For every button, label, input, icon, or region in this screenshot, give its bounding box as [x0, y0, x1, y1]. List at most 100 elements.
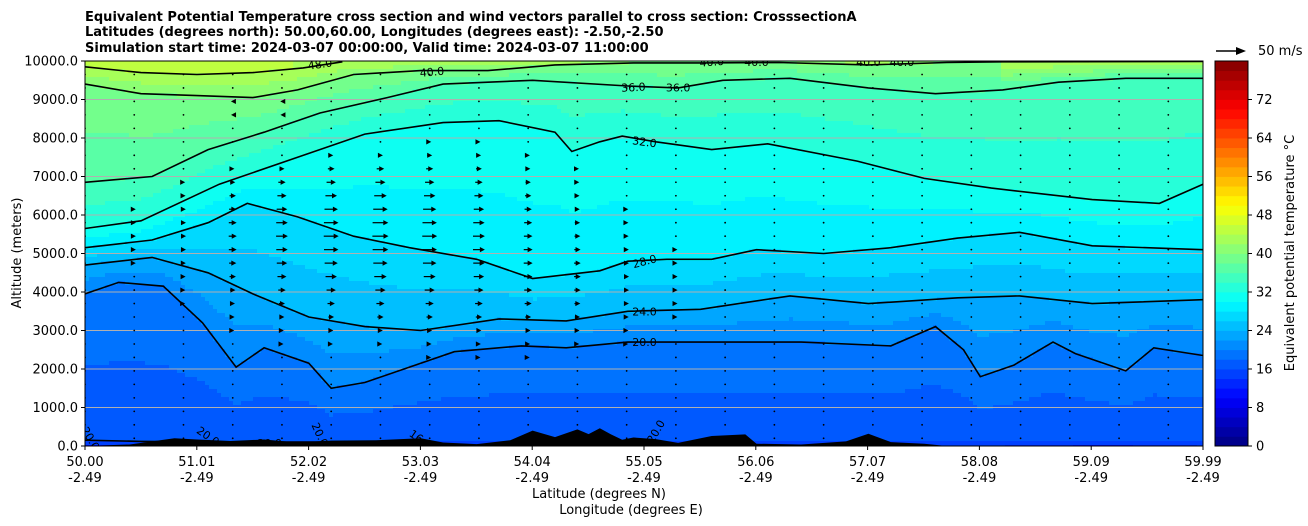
theta-fill-cell — [233, 285, 238, 290]
theta-fill-cell — [177, 125, 182, 130]
theta-fill-cell — [125, 261, 130, 266]
theta-fill-cell — [125, 165, 130, 170]
theta-fill-cell — [241, 157, 246, 162]
theta-fill-cell — [245, 169, 250, 174]
theta-fill-cell — [101, 189, 106, 194]
theta-fill-cell — [273, 65, 278, 70]
theta-fill-cell — [233, 109, 238, 114]
theta-fill-cell — [217, 165, 222, 170]
theta-fill-cell — [245, 177, 250, 182]
theta-fill-cell — [209, 201, 214, 206]
theta-fill-cell — [205, 169, 210, 174]
theta-fill-cell — [197, 409, 202, 414]
theta-fill-cell — [125, 377, 130, 382]
theta-fill-cell — [85, 297, 90, 302]
theta-fill-cell — [209, 389, 214, 394]
theta-fill-cell — [205, 417, 210, 422]
theta-fill-cell — [197, 173, 202, 178]
theta-fill-cell — [197, 105, 202, 110]
theta-fill-cell — [193, 65, 198, 70]
theta-fill-cell — [173, 417, 178, 422]
theta-fill-cell — [101, 425, 106, 430]
theta-fill-cell — [133, 229, 138, 234]
theta-fill-cell — [273, 369, 278, 374]
theta-fill-cell — [113, 73, 118, 78]
theta-fill-cell — [113, 321, 118, 326]
theta-fill-cell — [225, 129, 230, 134]
theta-fill-cell — [177, 361, 182, 366]
theta-fill-cell — [89, 377, 94, 382]
theta-fill-cell — [269, 81, 274, 86]
theta-fill-cell — [149, 289, 154, 294]
theta-fill-cell — [97, 77, 102, 82]
theta-fill-cell — [225, 217, 230, 222]
theta-fill-cell — [269, 173, 274, 178]
theta-fill-cell — [97, 181, 102, 186]
theta-fill-cell — [153, 401, 158, 406]
theta-fill-cell — [277, 245, 282, 250]
theta-fill-cell — [129, 237, 134, 242]
theta-fill-cell — [149, 113, 154, 118]
theta-fill-cell — [169, 393, 174, 398]
theta-fill-cell — [85, 117, 90, 122]
theta-fill-cell — [205, 329, 210, 334]
theta-fill-cell — [173, 353, 178, 358]
theta-fill-cell — [85, 217, 90, 222]
theta-fill-cell — [265, 377, 270, 382]
theta-fill-cell — [229, 253, 234, 258]
theta-fill-cell — [249, 289, 254, 294]
theta-fill-cell — [257, 201, 262, 206]
theta-fill-cell — [221, 421, 226, 426]
theta-fill-cell — [265, 381, 270, 386]
theta-fill-cell — [213, 205, 218, 210]
theta-fill-cell — [225, 73, 230, 78]
theta-fill-cell — [185, 205, 190, 210]
theta-fill-cell — [181, 401, 186, 406]
theta-fill-cell — [161, 189, 166, 194]
theta-fill-cell — [225, 297, 230, 302]
theta-fill-cell — [161, 177, 166, 182]
theta-fill-cell — [261, 217, 266, 222]
theta-fill-cell — [241, 245, 246, 250]
theta-fill-cell — [201, 141, 206, 146]
theta-fill-cell — [169, 113, 174, 118]
theta-fill-cell — [129, 389, 134, 394]
theta-fill-cell — [281, 201, 286, 206]
theta-fill-cell — [245, 373, 250, 378]
theta-fill-cell — [129, 421, 134, 426]
theta-fill-cell — [277, 361, 282, 366]
theta-fill-cell — [117, 437, 122, 442]
theta-fill-cell — [93, 269, 98, 274]
theta-fill-cell — [241, 229, 246, 234]
theta-fill-cell — [101, 105, 106, 110]
theta-fill-cell — [233, 169, 238, 174]
theta-fill-cell — [189, 197, 194, 202]
theta-fill-cell — [281, 413, 286, 418]
theta-fill-cell — [281, 265, 286, 270]
theta-fill-cell — [269, 369, 274, 374]
theta-fill-cell — [113, 377, 118, 382]
theta-fill-cell — [181, 393, 186, 398]
theta-fill-cell — [97, 105, 102, 110]
theta-fill-cell — [265, 157, 270, 162]
theta-fill-cell — [93, 289, 98, 294]
theta-fill-cell — [129, 433, 134, 438]
theta-fill-cell — [209, 205, 214, 210]
theta-fill-cell — [253, 253, 258, 258]
theta-fill-cell — [257, 81, 262, 86]
theta-fill-cell — [181, 177, 186, 182]
theta-fill-cell — [177, 317, 182, 322]
theta-fill-cell — [261, 125, 266, 130]
theta-fill-cell — [177, 177, 182, 182]
theta-fill-cell — [153, 165, 158, 170]
theta-fill-cell — [233, 349, 238, 354]
theta-fill-cell — [285, 65, 290, 70]
theta-fill-cell — [233, 397, 238, 402]
theta-fill-cell — [289, 225, 294, 230]
theta-fill-cell — [169, 425, 174, 430]
theta-fill-cell — [253, 65, 258, 70]
theta-fill-cell — [269, 389, 274, 394]
theta-fill-cell — [193, 349, 198, 354]
theta-fill-cell — [173, 157, 178, 162]
theta-fill-cell — [101, 177, 106, 182]
